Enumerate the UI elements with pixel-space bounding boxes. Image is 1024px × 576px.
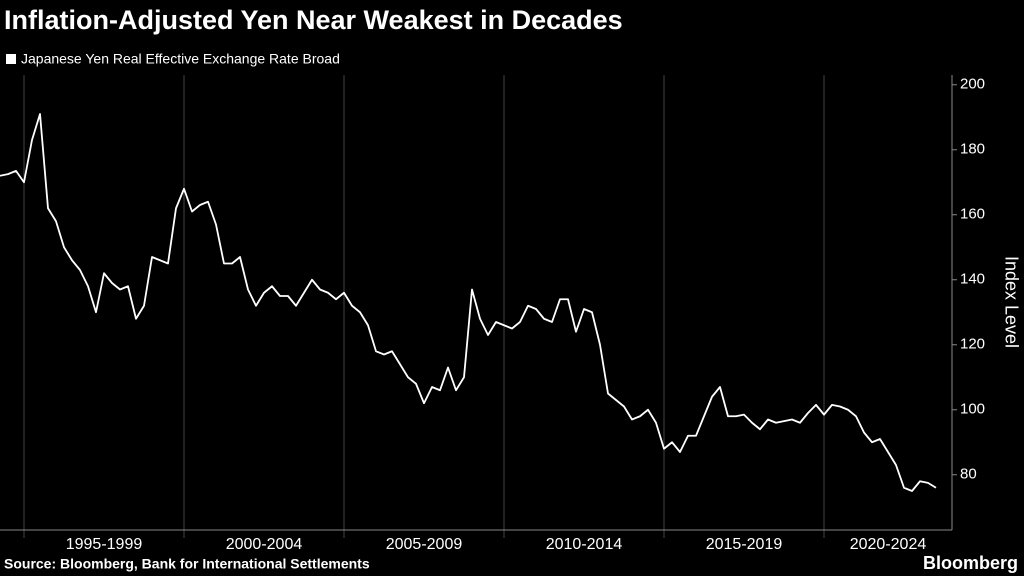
x-tick-label: 1995-1999 — [66, 536, 143, 553]
x-tick-label: 2000-2004 — [226, 536, 303, 553]
y-tick-label: 160 — [960, 206, 985, 223]
x-tick-label: 2010-2014 — [546, 536, 623, 553]
chart-title: Inflation-Adjusted Yen Near Weakest in D… — [4, 5, 623, 35]
brand: Bloomberg — [923, 553, 1018, 573]
y-tick-label: 200 — [960, 76, 985, 93]
y-tick-label: 180 — [960, 141, 985, 158]
y-axis-label: Index Level — [1001, 256, 1021, 348]
source: Source: Bloomberg, Bank for Internationa… — [4, 556, 370, 572]
x-tick-label: 2015-2019 — [706, 536, 783, 553]
legend-label: Japanese Yen Real Effective Exchange Rat… — [21, 51, 340, 67]
y-tick-label: 120 — [960, 336, 985, 353]
x-tick-label: 2020-2024 — [850, 536, 927, 553]
y-tick-label: 140 — [960, 271, 985, 288]
legend-swatch — [6, 54, 16, 64]
line — [0, 113, 937, 492]
x-tick-label: 2005-2009 — [386, 536, 463, 553]
y-tick-label: 80 — [960, 466, 977, 483]
y-tick-label: 100 — [960, 401, 985, 418]
